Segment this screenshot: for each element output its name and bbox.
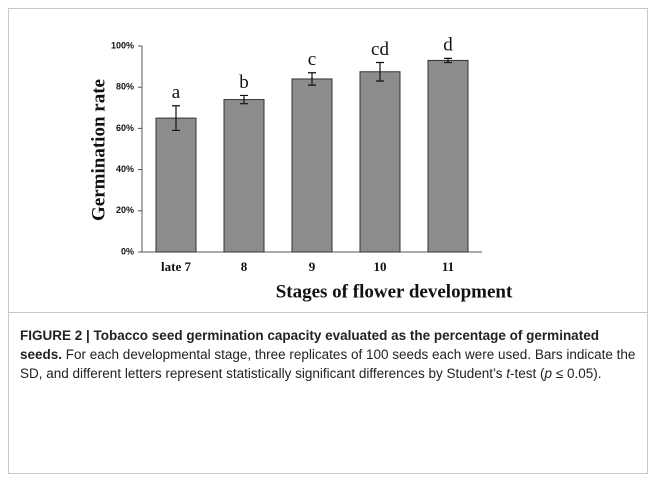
caption-label: FIGURE 2 | Tobacco seed germination capa… [20, 328, 599, 362]
y-tick-label: 80% [116, 82, 134, 92]
error-bar [376, 61, 384, 82]
error-bar [172, 105, 180, 132]
y-tick-label: 60% [116, 123, 134, 133]
y-tick-label: 100% [111, 40, 134, 50]
x-tick-label: 11 [442, 259, 454, 274]
significance-letter: a [172, 82, 181, 103]
significance-letter: c [308, 49, 316, 70]
figure-frame [8, 8, 648, 474]
y-tick-label: 40% [116, 164, 134, 174]
caption-italic: p [544, 366, 553, 381]
significance-letter: cd [371, 39, 389, 60]
caption-text: -test ( [510, 366, 545, 381]
bar [223, 99, 265, 253]
significance-letter: b [239, 72, 249, 93]
separator [8, 312, 648, 313]
error-bar [240, 94, 248, 105]
error-bar [308, 72, 316, 86]
caption: FIGURE 2 | Tobacco seed germination capa… [20, 326, 640, 383]
caption-text: ≤ 0.05). [552, 366, 602, 381]
x-tick-label: 10 [374, 259, 387, 274]
chart: Germination rate Stages of flower develo… [88, 35, 513, 303]
bar [359, 71, 401, 253]
bar [155, 117, 197, 253]
x-tick-label: late 7 [161, 259, 191, 274]
error-bar [444, 57, 452, 64]
bar [291, 78, 333, 253]
significance-letter: d [443, 35, 453, 56]
x-tick-label: 9 [309, 259, 316, 274]
caption-text: For each developmental stage, three repl… [20, 347, 636, 381]
x-tick-label: 8 [241, 259, 248, 274]
caption-italic: t [506, 366, 511, 381]
y-tick-label: 20% [116, 205, 134, 215]
y-axis-label: Germination rate [88, 79, 109, 221]
bar [427, 59, 469, 253]
y-tick-label: 0% [121, 246, 134, 256]
x-axis-label: Stages of flower development [276, 281, 513, 302]
